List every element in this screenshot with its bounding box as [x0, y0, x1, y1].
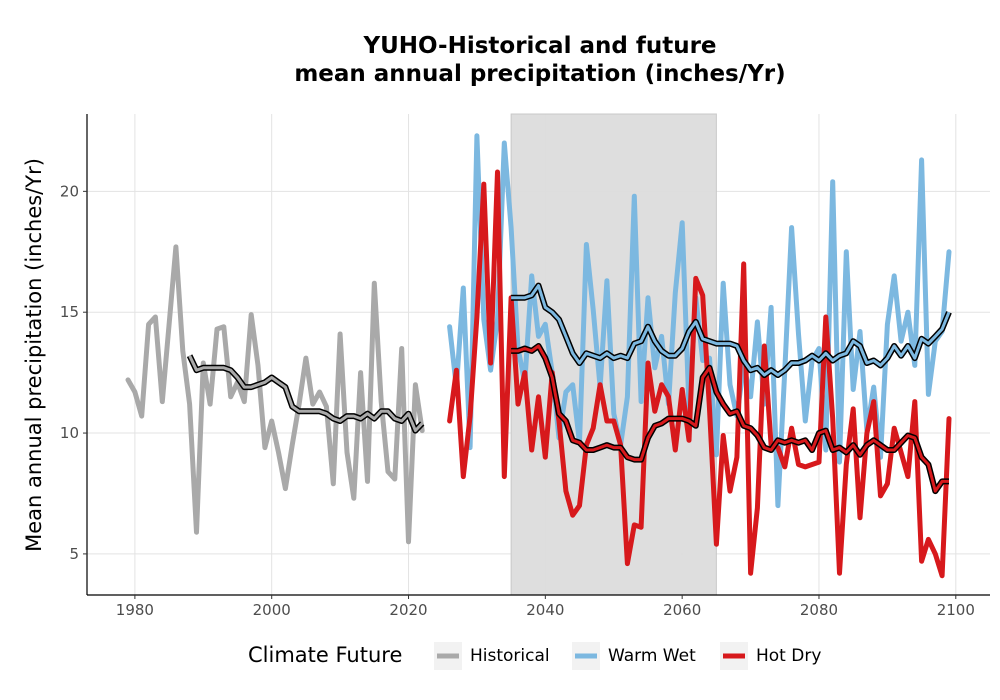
- legend-label-hot-dry: Hot Dry: [756, 646, 821, 666]
- y-tick-label: 15: [60, 303, 79, 321]
- y-tick-label: 20: [60, 182, 79, 200]
- rolling-mean-warm-wet: [511, 282, 952, 378]
- rolling-mean-hot-dry-fill: [511, 344, 949, 493]
- y-axis-title: Mean annual precipitation (inches/Yr): [22, 158, 46, 552]
- x-tick-label: 1980: [116, 601, 154, 619]
- legend: Climate Future Historical Warm Wet Hot D…: [248, 642, 821, 670]
- rolling-mean-warm-wet-fill: [511, 284, 951, 377]
- chart-title-line1: YUHO-Historical and future: [362, 33, 716, 59]
- rolling-mean-historical: [186, 354, 425, 434]
- rolling-mean-hot-dry: [511, 343, 949, 495]
- legend-label-warm-wet: Warm Wet: [608, 646, 696, 666]
- chart-title-line2: mean annual precipitation (inches/Yr): [294, 61, 785, 87]
- x-tick-label: 2000: [253, 601, 291, 619]
- legend-label-historical: Historical: [470, 646, 550, 666]
- x-tick-label: 2100: [937, 601, 975, 619]
- series-lines: [125, 133, 952, 579]
- x-tick-label: 2020: [389, 601, 427, 619]
- legend-title: Climate Future: [248, 643, 402, 667]
- y-tick-label: 10: [60, 424, 79, 442]
- y-tick-label: 5: [69, 545, 79, 563]
- tick-labels: 1980 2000 2020 2040 2060 2080 2100 5 10 15 20: [60, 182, 975, 619]
- axes: [86, 114, 990, 596]
- x-tick-label: 2080: [800, 601, 838, 619]
- rolling-mean-historical-fill: [188, 355, 424, 433]
- x-tick-label: 2040: [526, 601, 564, 619]
- series-line-historical: [125, 244, 425, 545]
- x-tick-label: 2060: [663, 601, 701, 619]
